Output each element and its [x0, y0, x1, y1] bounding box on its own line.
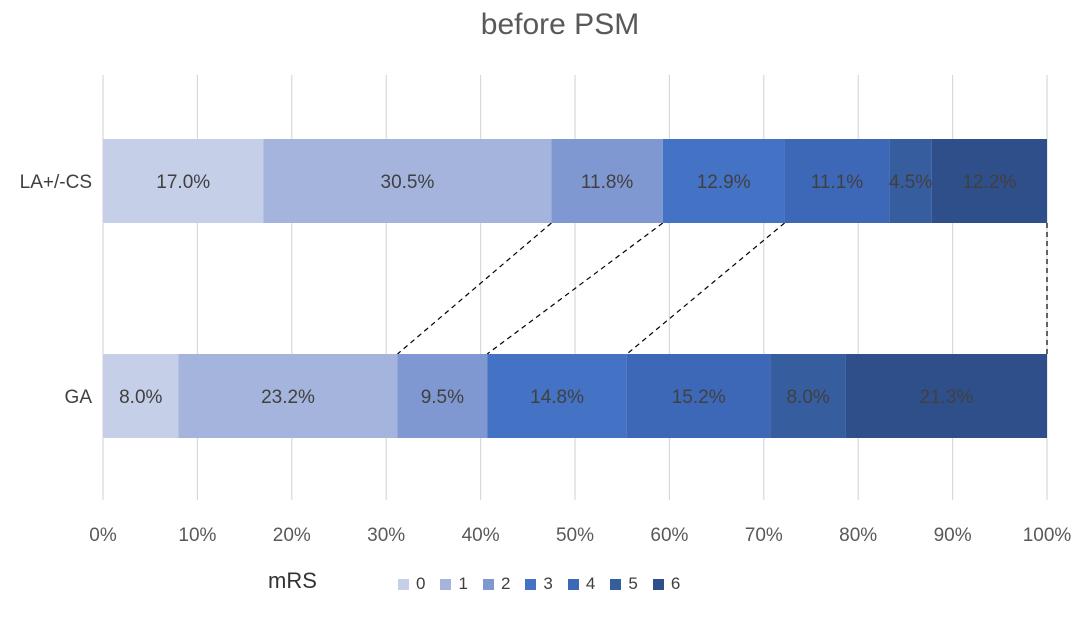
- legend-swatch: [525, 578, 537, 590]
- data-label: 30.5%: [381, 172, 435, 193]
- legend-item: 1: [440, 574, 468, 594]
- x-tick-labels: 0% 10% 20% 30% 40% 50% 60% 70% 80% 90% 100%: [89, 525, 1071, 546]
- x-tick-label: 90%: [934, 525, 972, 546]
- legend-item: 2: [482, 574, 511, 594]
- data-label: 17.0%: [156, 172, 210, 193]
- bar-segment: [784, 139, 890, 223]
- data-label: 11.8%: [581, 172, 634, 193]
- data-label: 8.0%: [787, 387, 830, 408]
- legend-label: 5: [628, 574, 638, 593]
- legend-label: 1: [458, 574, 468, 593]
- legend-swatch: [610, 578, 622, 590]
- data-label: 9.5%: [421, 387, 464, 408]
- bar-segment: [662, 139, 785, 223]
- bar-segment: [397, 354, 488, 438]
- category-label: LA+/-CS: [20, 172, 92, 193]
- legend-label: 0: [416, 574, 426, 593]
- category-label: GA: [65, 387, 93, 408]
- x-tick-label: 70%: [745, 525, 783, 546]
- x-tick-label: 0%: [89, 525, 117, 546]
- data-label: 21.3%: [920, 387, 974, 408]
- legend-swatch: [482, 578, 494, 590]
- data-label: 12.2%: [962, 172, 1016, 193]
- chart-title: before PSM: [481, 8, 639, 41]
- connector-line: [626, 222, 785, 355]
- connector-line: [397, 222, 552, 355]
- legend-label: 3: [543, 574, 553, 593]
- bar-segment: [487, 354, 627, 438]
- legend-item: 0: [398, 574, 425, 594]
- data-label: 4.5%: [889, 172, 932, 193]
- data-label: 15.2%: [672, 387, 726, 408]
- x-tick-label: 20%: [273, 525, 311, 546]
- x-tick-label: 40%: [462, 525, 500, 546]
- legend: 0 1 2 3 4 5 6: [398, 574, 695, 594]
- data-label: 23.2%: [261, 387, 315, 408]
- x-tick-label: 80%: [839, 525, 877, 546]
- bar-segment: [551, 139, 663, 223]
- bar-segment: [845, 354, 1047, 438]
- legend-item: 3: [525, 574, 553, 594]
- legend-title: mRS: [268, 568, 317, 593]
- connector-line: [486, 222, 664, 355]
- bar-segment: [263, 139, 552, 223]
- legend-item: 5: [610, 574, 638, 594]
- legend-label: 4: [585, 574, 596, 593]
- legend-swatch: [440, 578, 452, 590]
- x-tick-label: 60%: [650, 525, 688, 546]
- bar-segment: [103, 139, 264, 223]
- legend-item: 6: [652, 574, 681, 594]
- category-labels: LA+/-CS GA: [20, 172, 93, 408]
- data-label: 8.0%: [119, 387, 162, 408]
- legend-label: 2: [500, 574, 511, 593]
- data-label: 12.9%: [697, 172, 751, 193]
- x-tick-label: 50%: [556, 525, 594, 546]
- bar-segment: [931, 139, 1047, 223]
- bar-segment: [626, 354, 771, 438]
- bar-segment: [178, 354, 398, 438]
- x-tick-label: 100%: [1023, 525, 1072, 546]
- legend-swatch: [398, 578, 409, 590]
- bar-segment: [770, 354, 846, 438]
- bar-segment: [889, 139, 932, 223]
- data-labels: 17.0% 30.5% 11.8% 12.9% 11.1% 4.5% 12.2% 8.0% 23…: [119, 172, 1016, 408]
- data-label: 11.1%: [811, 172, 864, 193]
- data-label: 14.8%: [530, 387, 584, 408]
- legend-swatch: [567, 578, 579, 590]
- connector-lines: [397, 222, 1048, 355]
- legend-label: 6: [670, 574, 681, 593]
- bar-segment: [103, 354, 179, 438]
- legend-item: 4: [567, 574, 596, 594]
- bars: [103, 139, 1047, 438]
- x-tick-label: 10%: [178, 525, 216, 546]
- x-tick-label: 30%: [367, 525, 405, 546]
- legend-swatch: [652, 578, 664, 590]
